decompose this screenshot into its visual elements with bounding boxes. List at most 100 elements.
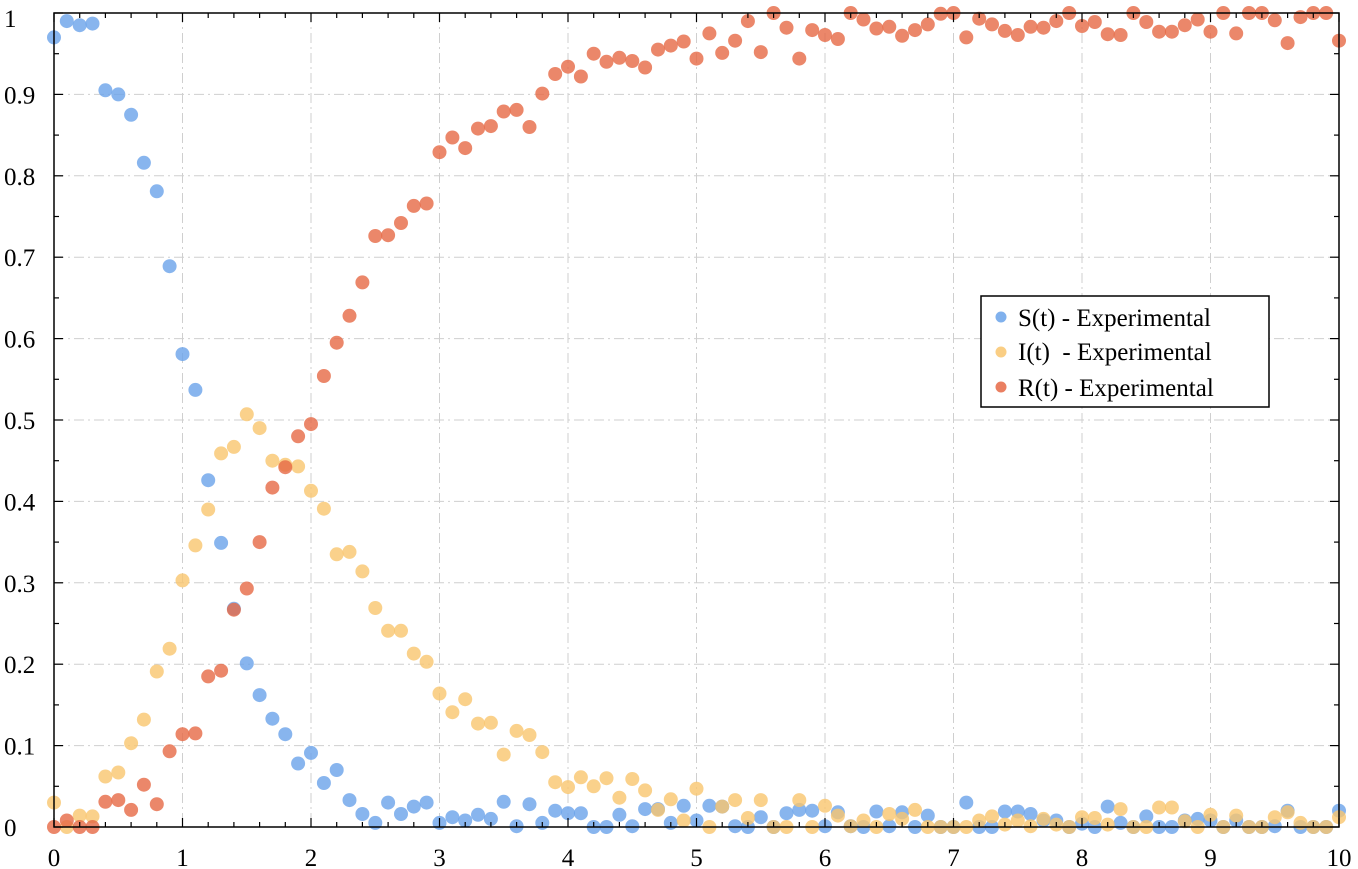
data-point-s (394, 807, 408, 821)
data-point-s (548, 803, 563, 818)
data-point-s (1113, 815, 1128, 830)
data-point-r (908, 23, 922, 38)
x-tick-label: 9 (1204, 845, 1217, 869)
data-point-i (419, 654, 434, 669)
data-point-r (1293, 10, 1308, 25)
data-point-s (959, 795, 974, 810)
data-point-i (625, 772, 640, 786)
data-point-s (792, 802, 807, 817)
y-tick-label: 0.5 (4, 408, 35, 435)
data-point-r (522, 120, 537, 134)
data-point-s (702, 798, 717, 813)
data-point-r (1164, 24, 1179, 39)
data-point-i (368, 601, 383, 615)
data-point-i (548, 775, 563, 790)
data-point-r (612, 50, 627, 65)
data-point-r (278, 460, 293, 475)
data-point-i (715, 799, 730, 814)
data-point-i (458, 692, 473, 707)
data-point-r (188, 726, 203, 741)
data-point-r (1010, 28, 1025, 42)
x-tick-label: 7 (947, 845, 960, 869)
data-point-r (573, 69, 588, 84)
data-point-i (265, 453, 280, 468)
x-tick-label: 5 (690, 845, 703, 869)
data-point-r (740, 14, 755, 29)
y-tick-label: 0 (4, 815, 17, 842)
data-point-r (920, 17, 935, 32)
data-point-i (573, 770, 588, 785)
data-point-i (908, 802, 922, 817)
data-point-i (406, 646, 421, 661)
data-point-i (381, 623, 396, 638)
data-point-r (496, 104, 511, 119)
data-point-s (728, 819, 743, 834)
data-point-r (1267, 13, 1282, 28)
data-point-r (175, 727, 190, 742)
data-point-r (1203, 24, 1218, 39)
y-tick-label: 0.3 (4, 571, 35, 598)
data-point-r (972, 11, 987, 26)
data-point-r (856, 12, 871, 27)
data-point-r (548, 67, 563, 81)
data-point-i (252, 421, 267, 436)
data-point-s (111, 87, 126, 102)
data-point-s (920, 808, 935, 823)
data-point-i (316, 501, 331, 516)
data-point-r (869, 21, 884, 36)
data-point-r (419, 196, 434, 211)
data-point-r (432, 145, 447, 160)
data-point-i (1229, 808, 1244, 823)
data-point-r (201, 669, 216, 684)
data-point-i (304, 483, 318, 498)
data-point-r (291, 429, 306, 444)
data-point-r (445, 130, 460, 145)
data-point-r (933, 6, 948, 21)
data-point-i (792, 793, 807, 808)
data-point-s (638, 802, 653, 817)
x-tick-label: 0 (48, 845, 61, 869)
data-point-s (265, 711, 280, 726)
data-point-s (1139, 809, 1154, 824)
data-point-s (59, 14, 74, 29)
data-point-s (252, 688, 267, 703)
data-point-r (830, 32, 845, 46)
data-point-r (753, 45, 768, 60)
data-point-i (586, 779, 601, 794)
data-point-i (740, 811, 755, 825)
series-r-points (47, 6, 1346, 834)
data-point-r (702, 26, 717, 41)
data-point-r (779, 20, 794, 35)
data-point-r (162, 744, 177, 759)
data-point-s (124, 107, 139, 122)
data-point-s (291, 756, 306, 771)
axis-ticks (53, 12, 1340, 828)
data-point-r (818, 28, 832, 42)
data-point-s (573, 806, 588, 821)
data-point-i (1152, 800, 1167, 815)
data-point-r (586, 46, 601, 61)
data-point-r (1280, 36, 1295, 51)
data-point-r (1190, 12, 1205, 27)
data-point-i (175, 573, 190, 588)
legend-marker-i (995, 346, 1007, 358)
data-point-r (1049, 14, 1064, 29)
data-point-r (265, 480, 280, 495)
data-point-r (471, 121, 485, 136)
data-point-i (291, 459, 306, 474)
data-point-i (612, 790, 627, 805)
data-point-r (136, 777, 151, 792)
data-point-r (124, 802, 139, 817)
data-point-s (779, 806, 794, 821)
data-point-i (85, 809, 100, 824)
data-point-r (381, 228, 396, 243)
y-axis-tick-labels: 0 0.1 0.2 0.3 0.4 0.5 0.6 0.7 0.8 0.9 1 (4, 6, 36, 842)
data-point-i (856, 813, 871, 828)
data-point-r (1036, 20, 1051, 35)
data-point-s (381, 795, 396, 810)
data-point-r (406, 198, 421, 213)
data-point-s (329, 763, 344, 777)
data-point-s (561, 806, 575, 821)
y-tick-label: 0.4 (4, 489, 36, 516)
